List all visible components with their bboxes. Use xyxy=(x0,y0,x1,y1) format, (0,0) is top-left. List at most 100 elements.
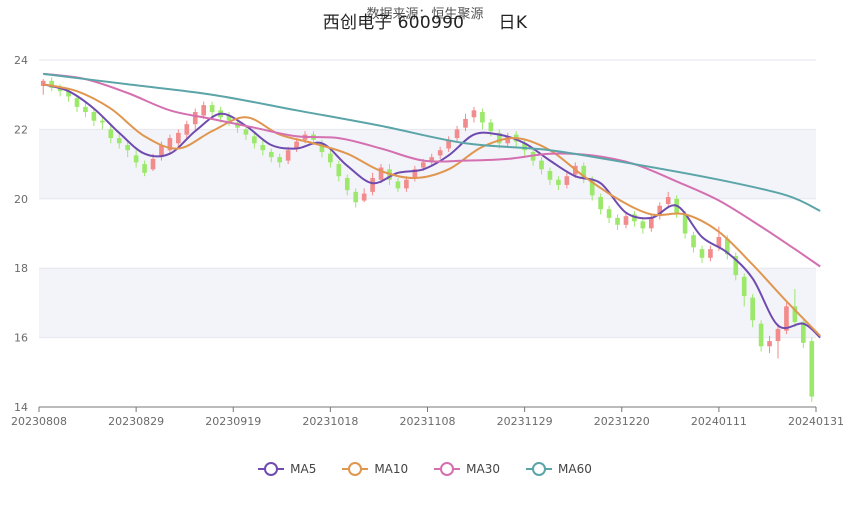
candle xyxy=(209,101,215,118)
candle xyxy=(682,210,688,239)
candle xyxy=(167,134,173,154)
x-tick-label: 20230808 xyxy=(11,415,67,428)
legend: MA5 MA10 MA30 MA60 xyxy=(0,462,850,476)
candle-body xyxy=(116,138,122,144)
candle-body xyxy=(437,150,443,156)
candle xyxy=(344,174,350,196)
legend-item-ma30[interactable]: MA30 xyxy=(434,462,500,476)
candle-body xyxy=(378,167,384,180)
candle-body xyxy=(539,160,544,170)
candle-body xyxy=(260,145,266,151)
legend-item-ma60[interactable]: MA60 xyxy=(526,462,592,476)
x-tick-label: 20231129 xyxy=(497,415,553,428)
candle-body xyxy=(336,164,342,177)
candle-body xyxy=(741,276,747,296)
series-line-ma30 xyxy=(43,72,821,268)
candle xyxy=(454,125,460,142)
candle-body xyxy=(471,110,477,118)
candle xyxy=(176,129,181,149)
candle-body xyxy=(108,129,114,139)
candle xyxy=(268,148,274,163)
candle xyxy=(404,176,409,192)
candle-body xyxy=(496,132,502,144)
candle-body xyxy=(665,197,671,205)
candle xyxy=(775,323,781,359)
candle-body xyxy=(733,256,739,276)
candle-body xyxy=(91,112,97,121)
candle xyxy=(733,252,739,281)
candle-body xyxy=(100,120,105,123)
candle-body xyxy=(564,176,570,185)
candle-body xyxy=(57,87,63,92)
candle-body xyxy=(209,105,215,113)
candle xyxy=(361,188,367,203)
candle xyxy=(74,94,80,113)
legend-marker-ma30 xyxy=(434,462,461,476)
candle-body xyxy=(243,129,249,135)
legend-item-ma10[interactable]: MA10 xyxy=(342,462,408,476)
x-tick-label: 20230829 xyxy=(108,415,164,428)
candle xyxy=(192,108,198,130)
series-line-ma10 xyxy=(43,83,821,337)
candle-body xyxy=(708,249,713,258)
y-tick-label: 16 xyxy=(14,332,28,345)
candle-body xyxy=(133,155,139,163)
candle xyxy=(328,150,333,168)
candle xyxy=(657,202,663,220)
x-tick-label: 20231108 xyxy=(400,415,456,428)
candle-body xyxy=(49,80,54,88)
legend-item-ma5[interactable]: MA5 xyxy=(258,462,316,476)
candle-body xyxy=(784,306,789,331)
candle-body xyxy=(40,80,46,87)
x-tick-label: 20230919 xyxy=(205,415,261,428)
candle-body xyxy=(623,216,629,225)
candle-body xyxy=(252,136,257,144)
candle xyxy=(336,160,342,182)
candle xyxy=(665,191,671,208)
candle-body xyxy=(167,138,173,151)
candle-body xyxy=(226,115,232,121)
candle-body xyxy=(454,129,460,139)
candle-body xyxy=(522,143,527,151)
candle xyxy=(66,87,71,102)
candle-body xyxy=(632,214,637,222)
candle-body xyxy=(404,179,409,189)
candle xyxy=(252,132,257,149)
candle xyxy=(496,129,502,149)
chart-title-period: 日K xyxy=(498,13,528,33)
candle xyxy=(83,101,88,118)
candle xyxy=(378,164,384,184)
candle-body xyxy=(361,193,367,201)
chart-source: 数据来源：恒生聚源 xyxy=(366,7,484,22)
candle xyxy=(91,108,97,126)
candle xyxy=(750,294,755,328)
legend-marker-ma60 xyxy=(526,462,553,476)
candle xyxy=(40,79,46,95)
candle-body xyxy=(488,122,494,132)
candle xyxy=(784,302,789,335)
candle xyxy=(505,132,511,147)
candle-body xyxy=(83,106,88,113)
x-tick-label: 20231220 xyxy=(594,415,650,428)
candle-body xyxy=(775,328,781,342)
candle xyxy=(598,193,603,215)
candle xyxy=(792,289,798,328)
candle xyxy=(556,176,561,191)
candle xyxy=(708,245,713,262)
candle-body xyxy=(598,197,603,210)
candle-body xyxy=(750,297,755,321)
candle-body xyxy=(412,169,418,178)
candle-body xyxy=(547,171,553,180)
candle xyxy=(294,138,299,152)
candle xyxy=(125,139,131,158)
candle xyxy=(108,125,114,144)
candle xyxy=(547,167,553,185)
candle-body xyxy=(615,217,620,225)
candle xyxy=(809,337,815,402)
candle xyxy=(564,172,570,189)
candle xyxy=(801,320,806,349)
candle-body xyxy=(446,139,451,149)
ma-lines xyxy=(42,72,821,339)
chart-title: 西创电子 600990 日K xyxy=(0,8,850,33)
